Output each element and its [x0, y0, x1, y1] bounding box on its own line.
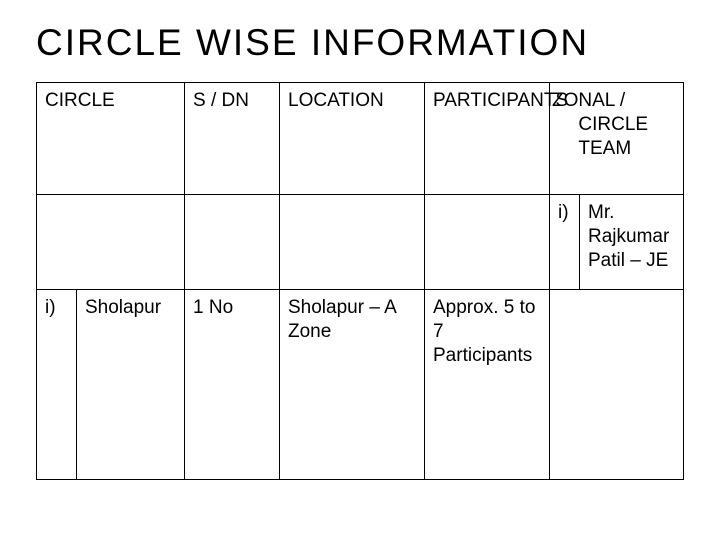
team-idx: i) — [550, 195, 580, 290]
team-name: Mr. Rajkumar Patil – JE — [580, 195, 684, 290]
data-circle: Sholapur — [77, 290, 185, 480]
slide: { "title": "CIRCLE WISE INFORMATION", "t… — [0, 0, 720, 540]
hdr-zonal-text: ZONAL / CIRCLE TEAM — [552, 90, 648, 159]
hdr-zonal: ZONAL / CIRCLE TEAM — [550, 83, 684, 195]
data-idx: i) — [37, 290, 77, 480]
info-table: CIRCLE S / DN LOCATION PARTICIPANTS ZONA… — [36, 82, 684, 480]
table-container: CIRCLE S / DN LOCATION PARTICIPANTS ZONA… — [0, 64, 720, 480]
data-location: Sholapur – A Zone — [280, 290, 425, 480]
hdr-circle: CIRCLE — [37, 83, 185, 195]
team-participants-blank — [425, 195, 550, 290]
team-sdn-blank — [185, 195, 280, 290]
data-zonal-blank — [550, 290, 684, 480]
table-data-row: i) Sholapur 1 No Sholapur – A Zone Appro… — [37, 290, 684, 480]
table-header-row: CIRCLE S / DN LOCATION PARTICIPANTS ZONA… — [37, 83, 684, 195]
team-location-blank — [280, 195, 425, 290]
page-title: CIRCLE WISE INFORMATION — [0, 0, 720, 64]
data-participants: Approx. 5 to 7 Participants — [425, 290, 550, 480]
hdr-sdn: S / DN — [185, 83, 280, 195]
hdr-location: LOCATION — [280, 83, 425, 195]
table-team-row: i) Mr. Rajkumar Patil – JE — [37, 195, 684, 290]
hdr-participants: PARTICIPANTS — [425, 83, 550, 195]
team-circle-blank — [37, 195, 185, 290]
data-sdn: 1 No — [185, 290, 280, 480]
